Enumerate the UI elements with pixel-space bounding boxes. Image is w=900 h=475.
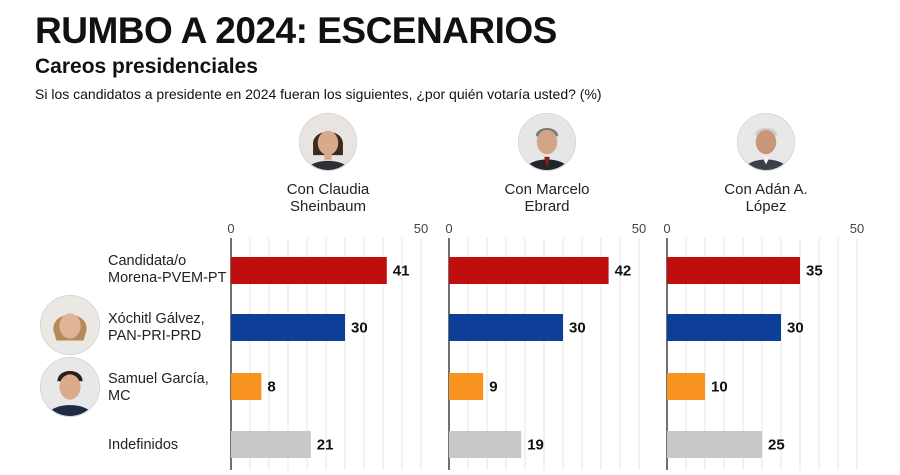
bar: [231, 431, 311, 458]
tick-label: 50: [632, 221, 646, 236]
xochitl-galvez-portrait-icon: [40, 295, 100, 355]
data-label: 35: [806, 263, 823, 280]
bar: [667, 314, 781, 341]
category-label-indefinidos: Indefinidos: [108, 437, 179, 453]
data-label: 30: [351, 320, 368, 337]
chart-title: RUMBO A 2024: ESCENARIOS: [35, 10, 557, 51]
data-label: 21: [317, 437, 334, 454]
scenario-label-ebrard: Con Marcelo Ebrard: [504, 181, 590, 215]
survey-question: Si los candidatos a presidente en 2024 f…: [35, 86, 602, 102]
claudia-sheinbaum-portrait-icon: [299, 113, 357, 171]
bar: [449, 373, 484, 400]
category-label-morena: Candidata/o Morena-PVEM-PT: [108, 253, 227, 286]
adan-augusto-lopez-portrait-icon: [737, 113, 795, 171]
tick-label: 0: [445, 221, 452, 236]
category-label-galvez: Xóchitl Gálvez, PAN-PRI-PRD: [108, 311, 205, 344]
bar: [667, 373, 705, 400]
tick-label: 50: [414, 221, 428, 236]
tick-label: 50: [850, 221, 864, 236]
bar: [231, 314, 345, 341]
scenario-label-lopez: Con Adán A. López: [724, 181, 808, 215]
data-label: 19: [527, 437, 544, 454]
samuel-garcia-portrait-icon: [40, 357, 100, 417]
bar: [231, 257, 387, 284]
data-label: 8: [267, 379, 275, 396]
chart-subtitle: Careos presidenciales: [35, 55, 258, 78]
category-label-garcia: Samuel García, MC: [108, 371, 209, 404]
data-label: 30: [787, 320, 804, 337]
data-label: 41: [393, 263, 410, 280]
tick-label: 0: [663, 221, 670, 236]
marcelo-ebrard-portrait-icon: [518, 113, 576, 171]
bar: [667, 431, 762, 458]
bar: [449, 257, 609, 284]
bar: [449, 314, 563, 341]
tick-label: 0: [227, 221, 234, 236]
data-label: 42: [615, 263, 632, 280]
data-label: 9: [489, 379, 497, 396]
bar: [449, 431, 522, 458]
bar: [231, 373, 262, 400]
scenario-label-sheinbaum: Con Claudia Sheinbaum: [286, 181, 370, 215]
data-label: 10: [711, 379, 728, 396]
bar: [667, 257, 800, 284]
data-label: 25: [768, 437, 785, 454]
data-label: 30: [569, 320, 586, 337]
